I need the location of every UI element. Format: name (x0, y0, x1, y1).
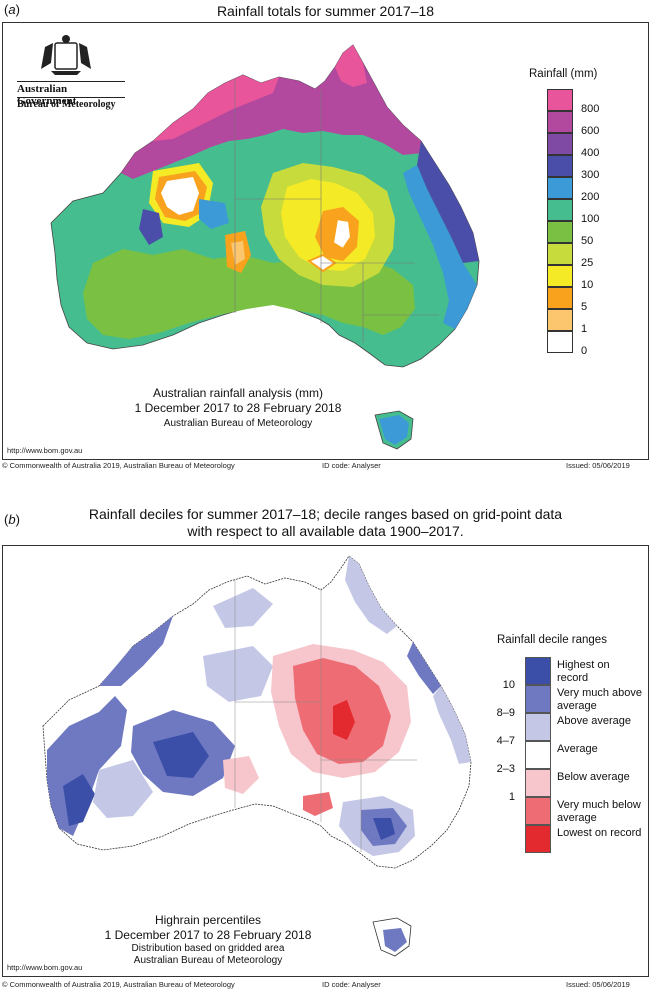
decile-legend-title: Rainfall decile ranges (497, 634, 607, 646)
panel-b-footer-right: Issued: 05/06/2019 (566, 980, 630, 989)
rainfall-legend-swatch (547, 287, 573, 309)
decile-legend-swatch (525, 741, 551, 769)
rainfall-legend-value: 400 (581, 147, 600, 159)
panel-b-caption: Highrain percentiles 1 December 2017 to … (73, 913, 343, 967)
rainfall-legend-value: 800 (581, 103, 600, 115)
panel-a-url: http://www.bom.gov.au (7, 446, 83, 455)
panel-a-footer-mid: ID code: Analyser (322, 461, 381, 470)
caption-b-line1: Highrain percentiles (154, 913, 262, 927)
decile-legend-swatch (525, 825, 551, 853)
decile-legend-label: Very much above average (557, 687, 642, 712)
rainfall-legend-swatch (547, 89, 573, 111)
rainfall-legend-value: 5 (581, 301, 588, 313)
decile-legend-swatch (525, 713, 551, 741)
rainfall-legend-value: 10 (581, 279, 594, 291)
panel-b-title-line2: with respect to all available data 1900–… (187, 523, 464, 539)
decile-legend-label: Lowest on record (557, 827, 642, 839)
logo-line-1: Australian Government (17, 81, 125, 107)
decile-legend-number: 2–3 (496, 763, 515, 775)
coat-of-arms-icon (41, 35, 91, 75)
rainfall-totals-map: Australian Government Bureau of Meteorol… (2, 22, 649, 460)
rainfall-legend-value: 200 (581, 191, 600, 203)
caption-b-line4: Australian Bureau of Meteorology (133, 955, 283, 966)
decile-legend-label: Highest on record (557, 659, 610, 684)
rainfall-legend-value: 0 (581, 345, 588, 357)
decile-legend-swatch (525, 769, 551, 797)
decile-legend-label: Below average (557, 771, 630, 783)
decile-legend-label: Very much below average (557, 799, 641, 824)
panel-a-title: Rainfall totals for summer 2017–18 (216, 3, 435, 19)
panel-b-title-line1: Rainfall deciles for summer 2017–18; dec… (88, 506, 563, 522)
panel-a-caption: Australian rainfall analysis (mm) 1 Dece… (103, 386, 373, 431)
caption-b-line3: Distribution based on gridded area (131, 943, 285, 954)
panel-a-label: (a) (4, 2, 20, 17)
rainfall-legend-value: 25 (581, 257, 594, 269)
decile-legend-number: 8–9 (496, 707, 515, 719)
caption-b-line2: 1 December 2017 to 28 February 2018 (104, 928, 312, 942)
caption-a-line3: Australian Bureau of Meteorology (163, 418, 313, 429)
deciles-map-graphic (42, 555, 472, 957)
decile-legend-label: Above average (557, 715, 631, 727)
rainfall-legend-value: 300 (581, 169, 600, 181)
rainfall-deciles-map: Rainfall decile ranges Highest on record… (2, 545, 649, 977)
panel-b-label: (b) (4, 512, 20, 527)
rainfall-legend-value: 100 (581, 213, 600, 225)
rainfall-legend-value: 600 (581, 125, 600, 137)
rainfall-legend-value: 1 (581, 323, 588, 335)
rainfall-legend-value: 50 (581, 235, 594, 247)
decile-legend-label: Average (557, 743, 598, 755)
rainfall-legend-swatch (547, 309, 573, 331)
decile-legend-swatch (525, 797, 551, 825)
caption-a-line2: 1 December 2017 to 28 February 2018 (134, 401, 342, 415)
rainfall-legend-swatch (547, 221, 573, 243)
decile-legend-number: 10 (502, 679, 515, 691)
panel-b-url: http://www.bom.gov.au (7, 963, 83, 972)
panel-b-footer-mid: ID code: Analyser (322, 980, 381, 989)
decile-legend-swatch (525, 685, 551, 713)
decile-legend-number: 1 (508, 791, 515, 803)
rainfall-legend-title: Rainfall (mm) (529, 68, 598, 80)
rainfall-legend-swatch (547, 243, 573, 265)
rainfall-legend-swatch (547, 199, 573, 221)
decile-legend-number: 4–7 (496, 735, 515, 747)
panel-a-footer-left: © Commonwealth of Australia 2019, Austra… (2, 461, 235, 470)
decile-legend-swatch (525, 657, 551, 685)
panel-b-title: Rainfall deciles for summer 2017–18; dec… (0, 506, 651, 540)
rainfall-legend-swatch (547, 155, 573, 177)
rainfall-legend-swatch (547, 111, 573, 133)
rainfall-legend-swatch (547, 177, 573, 199)
rainfall-legend-swatch (547, 331, 573, 353)
panel-b-footer-left: © Commonwealth of Australia 2019, Austra… (2, 980, 235, 989)
rainfall-legend-swatch (547, 265, 573, 287)
rainfall-legend-swatch (547, 133, 573, 155)
rainfall-map-graphic (50, 44, 480, 450)
caption-a-line1: Australian rainfall analysis (mm) (152, 386, 324, 400)
logo-line-2: Bureau of Meteorology (17, 97, 125, 110)
panel-a-footer-right: Issued: 05/06/2019 (566, 461, 630, 470)
